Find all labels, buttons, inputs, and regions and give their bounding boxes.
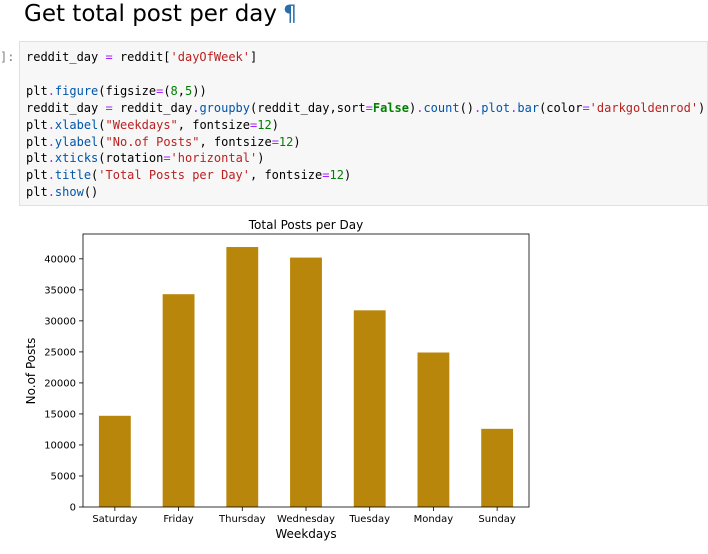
- x-tick-label: Wednesday: [277, 514, 335, 525]
- code-line[interactable]: reddit_day = reddit['dayOfWeek']: [26, 50, 258, 64]
- y-tick-label: 10000: [44, 440, 76, 451]
- x-tick-label: Monday: [414, 514, 454, 525]
- y-tick-label: 15000: [44, 409, 76, 420]
- bar-thursday: [226, 247, 259, 507]
- code-cell[interactable]: reddit_day = reddit['dayOfWeek'] plt.fig…: [19, 41, 708, 206]
- bar-chart: Total Posts per Day 0 5000 10000 15000 20000…: [24, 218, 530, 541]
- x-axis-label: Weekdays: [275, 527, 336, 541]
- section-title: Get total post per day: [24, 1, 278, 27]
- code-line[interactable]: plt.figure(figsize=(8,5)): [26, 83, 207, 98]
- code-line[interactable]: plt.show(): [26, 185, 99, 200]
- y-tick-label: 20000: [44, 378, 76, 389]
- chart-title: Total Posts per Day: [248, 218, 363, 232]
- bar-saturday: [98, 415, 131, 507]
- y-tick-label: 40000: [44, 254, 76, 265]
- section-heading: Get total post per day ¶: [24, 0, 297, 30]
- anchor-link-icon[interactable]: ¶: [283, 1, 298, 27]
- plot-frame: [82, 233, 530, 508]
- x-tick-label: Friday: [163, 514, 193, 525]
- bar-tuesday: [353, 310, 386, 507]
- x-tick-label: Tuesday: [348, 514, 390, 525]
- bar-sunday: [481, 428, 514, 507]
- y-tick-label: 35000: [44, 285, 76, 296]
- y-tick-label: 30000: [44, 316, 76, 327]
- code-line[interactable]: reddit_day = reddit_day.groupby(reddit_d…: [26, 100, 706, 115]
- y-tick-label: 0: [70, 503, 76, 514]
- y-axis-label: No.of Posts: [24, 338, 38, 405]
- bar-wednesday: [290, 257, 322, 507]
- y-tick-label: 25000: [44, 347, 76, 358]
- bar-friday: [162, 294, 195, 507]
- x-tick-label: Thursday: [218, 514, 266, 525]
- bar-monday: [417, 352, 450, 507]
- x-tick-label: Sunday: [478, 514, 515, 525]
- code-line[interactable]: plt.xticks(rotation='horizontal'): [26, 151, 265, 166]
- code-editor[interactable]: reddit_day = reddit['dayOfWeek'] plt.fig…: [20, 42, 707, 201]
- code-line[interactable]: plt.title('Total Posts per Day', fontsiz…: [26, 168, 352, 183]
- cell-prompt: ]:: [0, 50, 15, 64]
- code-line[interactable]: plt.ylabel("No.of Posts", fontsize=12): [26, 134, 301, 149]
- x-tick-label: Saturday: [92, 514, 137, 525]
- code-line[interactable]: plt.xlabel("Weekdays", fontsize=12): [26, 117, 279, 132]
- y-tick-label: 5000: [51, 471, 76, 482]
